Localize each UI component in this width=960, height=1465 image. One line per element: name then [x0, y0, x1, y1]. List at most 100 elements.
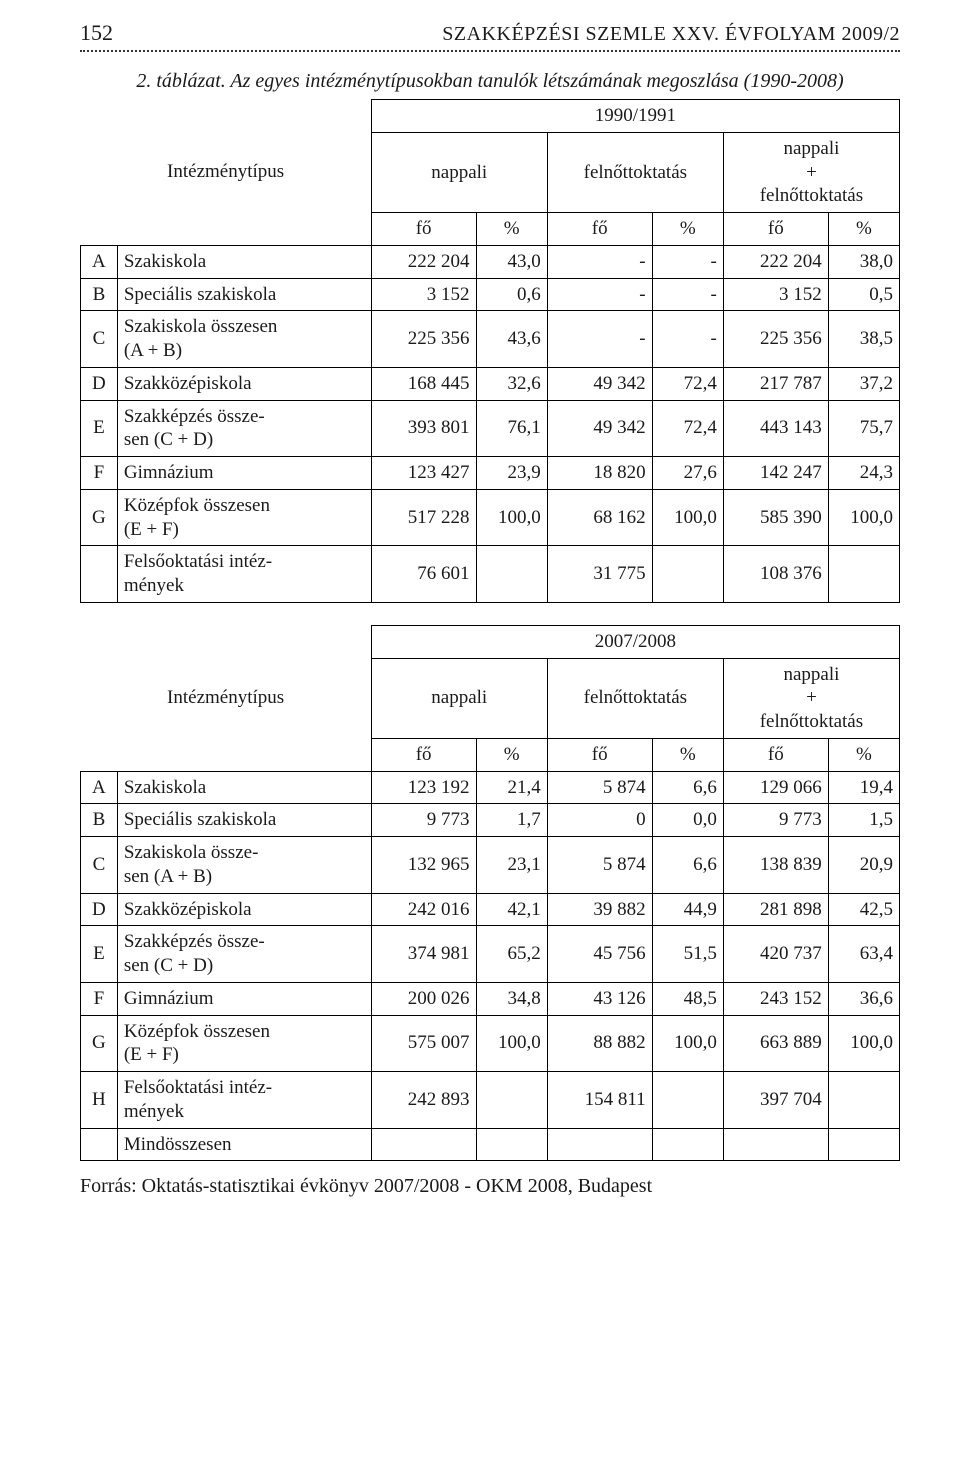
- row-name: Szakképzés össze- sen (C + D): [117, 400, 371, 457]
- table-row: HFelsőoktatási intéz- mények242 893154 8…: [81, 1072, 900, 1129]
- row-name: Mindösszesen: [117, 1128, 371, 1161]
- row-value: [828, 546, 899, 603]
- row-name: Speciális szakiskola: [117, 278, 371, 311]
- table-2007-2008: Intézménytípus 2007/2008 nappali felnőtt…: [80, 625, 900, 1162]
- row-letter: G: [81, 1015, 118, 1072]
- table-row: FGimnázium123 42723,918 82027,6142 24724…: [81, 457, 900, 490]
- table2-body: ASzakiskola123 19221,45 8746,6129 06619,…: [81, 771, 900, 1161]
- row-value: 168 445: [371, 367, 476, 400]
- col-nappali: nappali: [371, 132, 547, 212]
- row-value: 100,0: [652, 1015, 723, 1072]
- col-fo-3: fő: [723, 213, 828, 246]
- row-value: 49 342: [547, 367, 652, 400]
- col-nappali-plus-2: nappali + felnőttoktatás: [723, 658, 899, 738]
- row-value: 1,7: [476, 804, 547, 837]
- row-value: 222 204: [723, 245, 828, 278]
- row-value: 100,0: [476, 489, 547, 546]
- row-value: [476, 546, 547, 603]
- row-value: -: [652, 278, 723, 311]
- col-pct-2: %: [652, 213, 723, 246]
- col-pct-3b: %: [828, 738, 899, 771]
- row-value: 76,1: [476, 400, 547, 457]
- col-pct-1b: %: [476, 738, 547, 771]
- row-value: -: [652, 245, 723, 278]
- row-value: 217 787: [723, 367, 828, 400]
- row-value: -: [652, 311, 723, 368]
- row-value: [828, 1072, 899, 1129]
- row-name: Szakiskola: [117, 245, 371, 278]
- row-value: 585 390: [723, 489, 828, 546]
- row-value: 0,6: [476, 278, 547, 311]
- row-value: 100,0: [476, 1015, 547, 1072]
- row-name: Szakiskola összesen (A + B): [117, 311, 371, 368]
- row-value: 72,4: [652, 400, 723, 457]
- row-name: Szakképzés össze- sen (C + D): [117, 926, 371, 983]
- row-value: 44,9: [652, 893, 723, 926]
- row-value: 18 820: [547, 457, 652, 490]
- row-letter: F: [81, 457, 118, 490]
- row-letter: E: [81, 926, 118, 983]
- table-row: CSzakiskola összesen (A + B)225 35643,6-…: [81, 311, 900, 368]
- row-value: -: [547, 245, 652, 278]
- table-row: BSpeciális szakiskola3 1520,6--3 1520,5: [81, 278, 900, 311]
- col-pct-3: %: [828, 213, 899, 246]
- row-value: [547, 1128, 652, 1161]
- row-value: 9 773: [723, 804, 828, 837]
- row-name: Felsőoktatási intéz- mények: [117, 1072, 371, 1129]
- row-value: 132 965: [371, 837, 476, 894]
- row-value: 225 356: [371, 311, 476, 368]
- row-value: 123 427: [371, 457, 476, 490]
- row-value: 88 882: [547, 1015, 652, 1072]
- row-value: 243 152: [723, 982, 828, 1015]
- table-row: FGimnázium200 02634,843 12648,5243 15236…: [81, 982, 900, 1015]
- row-value: 374 981: [371, 926, 476, 983]
- row-name: Szakközépiskola: [117, 367, 371, 400]
- row-name: Gimnázium: [117, 457, 371, 490]
- table2-head: Intézménytípus 2007/2008 nappali felnőtt…: [81, 625, 900, 771]
- row-value: 443 143: [723, 400, 828, 457]
- row-letter: C: [81, 311, 118, 368]
- table1-body: ASzakiskola222 20443,0--222 20438,0BSpec…: [81, 245, 900, 602]
- row-value: [476, 1072, 547, 1129]
- row-value: 23,9: [476, 457, 547, 490]
- table-row: GKözépfok összesen (E + F)575 007100,088…: [81, 1015, 900, 1072]
- table-row: ESzakképzés össze- sen (C + D)393 80176,…: [81, 400, 900, 457]
- row-value: 48,5: [652, 982, 723, 1015]
- col-pct-2b: %: [652, 738, 723, 771]
- col-felnottoktatas-2: felnőttoktatás: [547, 658, 723, 738]
- row-value: 397 704: [723, 1072, 828, 1129]
- row-letter: D: [81, 893, 118, 926]
- page-number: 152: [80, 20, 113, 46]
- row-value: [652, 546, 723, 603]
- row-value: 517 228: [371, 489, 476, 546]
- row-value: 32,6: [476, 367, 547, 400]
- row-name: Szakiskola össze- sen (A + B): [117, 837, 371, 894]
- table-row: DSzakközépiskola168 44532,649 34272,4217…: [81, 367, 900, 400]
- row-value: 0: [547, 804, 652, 837]
- row-value: 3 152: [723, 278, 828, 311]
- row-value: 9 773: [371, 804, 476, 837]
- row-name: Középfok összesen (E + F): [117, 1015, 371, 1072]
- col-fo-1b: fő: [371, 738, 476, 771]
- row-value: 37,2: [828, 367, 899, 400]
- source-line: Forrás: Oktatás-statisztikai évkönyv 200…: [80, 1175, 900, 1198]
- row-name: Speciális szakiskola: [117, 804, 371, 837]
- row-value: 43 126: [547, 982, 652, 1015]
- row-value: 19,4: [828, 771, 899, 804]
- col-pct-1: %: [476, 213, 547, 246]
- row-value: [652, 1128, 723, 1161]
- row-value: 222 204: [371, 245, 476, 278]
- row-value: 39 882: [547, 893, 652, 926]
- row-value: 42,5: [828, 893, 899, 926]
- row-value: 3 152: [371, 278, 476, 311]
- row-letter: A: [81, 771, 118, 804]
- table1-year-header: 1990/1991: [371, 100, 899, 133]
- row-value: 154 811: [547, 1072, 652, 1129]
- row-value: 242 893: [371, 1072, 476, 1129]
- row-value: 575 007: [371, 1015, 476, 1072]
- row-letter: B: [81, 804, 118, 837]
- row-value: [828, 1128, 899, 1161]
- table-row: CSzakiskola össze- sen (A + B)132 96523,…: [81, 837, 900, 894]
- row-name: Felsőoktatási intéz- mények: [117, 546, 371, 603]
- table-row: Felsőoktatási intéz- mények76 60131 7751…: [81, 546, 900, 603]
